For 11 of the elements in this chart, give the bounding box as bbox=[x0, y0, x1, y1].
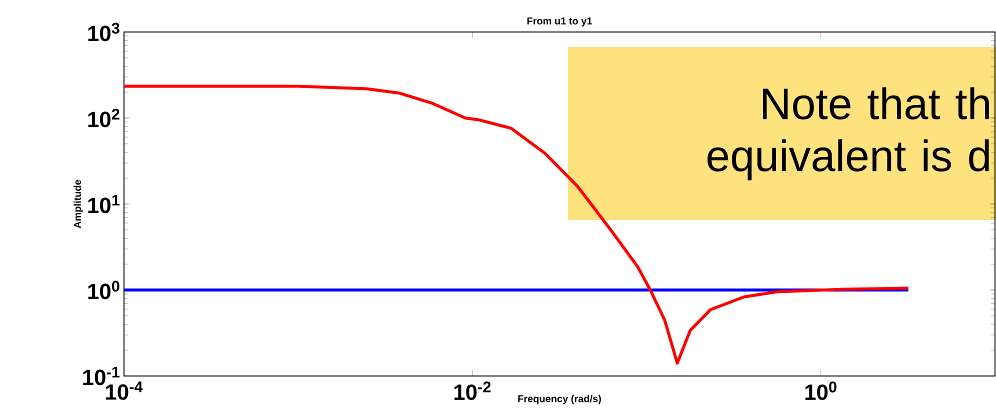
x-tick-label: 10$^{-2}$ bbox=[454, 382, 491, 400]
x-tick-label: 10$^{0}$ bbox=[805, 382, 836, 400]
y-tick-label: 10$^{0}$ bbox=[88, 280, 120, 300]
y-tick-label: 10$^{1}$ bbox=[88, 194, 120, 214]
annotation: Note that th bbox=[763, 87, 989, 120]
annotation: equivalent is d bbox=[707, 139, 989, 180]
y-tick-label: 10$^{2}$ bbox=[88, 108, 120, 128]
y-axis-title: Amplitude bbox=[74, 180, 83, 228]
x-axis-title: Frequency (rad/s) bbox=[518, 394, 601, 404]
chart-title: From u1 to y1 bbox=[527, 18, 592, 26]
y-tick-label: 10$^{3}$ bbox=[88, 22, 120, 42]
